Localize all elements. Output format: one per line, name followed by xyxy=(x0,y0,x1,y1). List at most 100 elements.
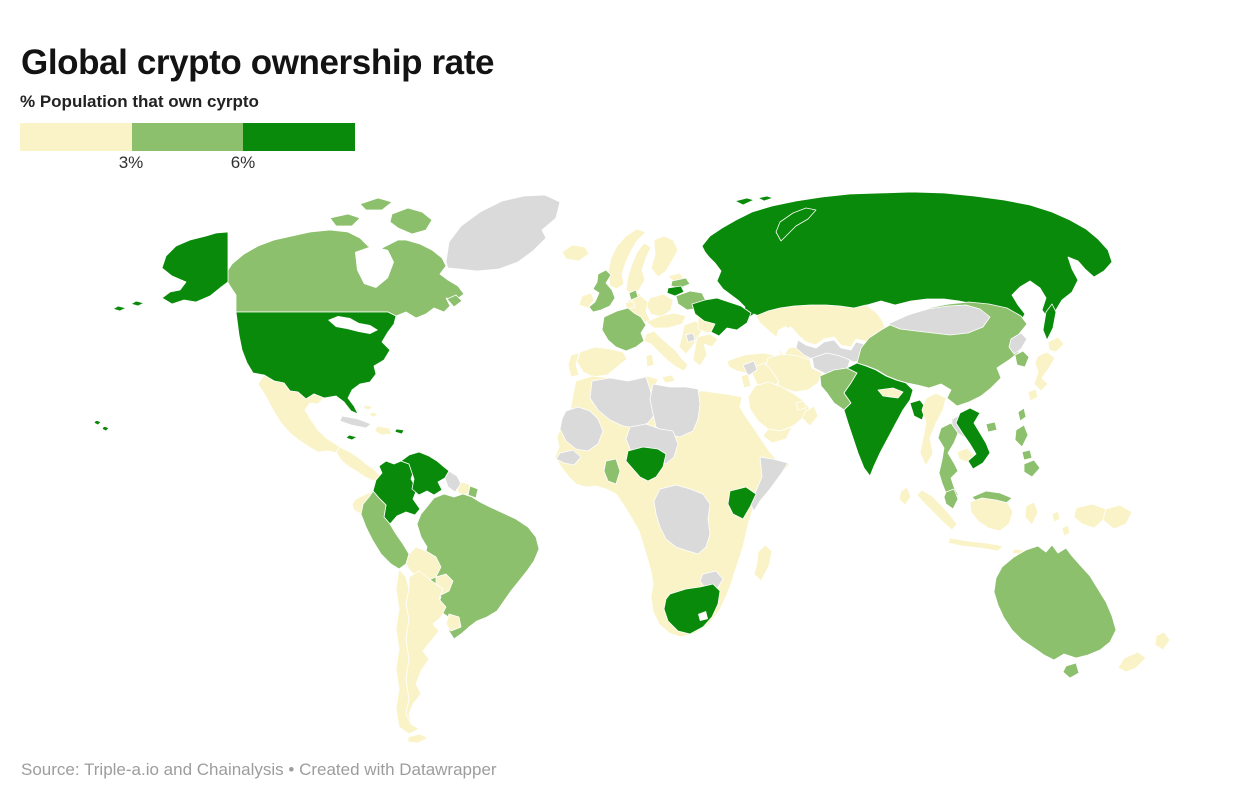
country-indonesia[interactable] xyxy=(969,497,1014,532)
country-nepal[interactable] xyxy=(877,387,904,399)
country-svalbard[interactable] xyxy=(757,195,774,202)
country-french-guiana[interactable] xyxy=(467,485,479,499)
country-canada-baffin[interactable] xyxy=(389,207,433,235)
country-ecuador[interactable] xyxy=(351,490,374,515)
country-syria[interactable] xyxy=(742,360,758,377)
country-vietnam[interactable] xyxy=(955,407,991,470)
legend-swatch-high[interactable] xyxy=(243,123,356,151)
country-new-zealand[interactable] xyxy=(1154,631,1171,651)
country-malaysia[interactable] xyxy=(943,488,959,510)
country-drc[interactable] xyxy=(653,484,711,555)
country-suriname[interactable] xyxy=(456,481,471,497)
country-western-sahara-mauritania[interactable] xyxy=(559,406,604,452)
country-algeria[interactable] xyxy=(589,376,657,429)
country-levant[interactable] xyxy=(740,373,752,389)
legend-swatch-mid[interactable] xyxy=(131,123,244,151)
country-greece-bulgaria[interactable] xyxy=(692,333,719,367)
country-indonesia[interactable] xyxy=(947,537,1004,552)
country-taiwan[interactable] xyxy=(1017,407,1027,422)
country-svalbard[interactable] xyxy=(734,197,755,206)
country-indonesia[interactable] xyxy=(1073,503,1107,529)
country-hawaii[interactable] xyxy=(93,419,102,426)
country-latvia[interactable] xyxy=(670,277,691,289)
country-north-korea[interactable] xyxy=(1008,332,1028,355)
country-philippines[interactable] xyxy=(1014,424,1029,448)
country-japan[interactable] xyxy=(1033,351,1056,392)
country-south-africa[interactable] xyxy=(663,583,721,635)
country-jamaica[interactable] xyxy=(345,434,358,441)
country-novaya-zemlya[interactable] xyxy=(775,207,817,242)
country-belgium[interactable] xyxy=(624,300,636,310)
country-philippines[interactable] xyxy=(1023,459,1041,478)
country-saudi-arabia[interactable] xyxy=(747,381,811,432)
country-south-korea[interactable] xyxy=(1014,350,1030,368)
country-yemen[interactable] xyxy=(762,426,793,444)
legend-swatch-low[interactable] xyxy=(20,123,132,151)
country-portugal[interactable] xyxy=(567,352,580,378)
country-netherlands[interactable] xyxy=(628,289,639,301)
country-indonesia[interactable] xyxy=(1051,510,1061,523)
country-indonesia[interactable] xyxy=(916,489,958,531)
country-lithuania[interactable] xyxy=(666,285,685,297)
country-myanmar[interactable] xyxy=(919,392,947,467)
country-japan[interactable] xyxy=(1027,388,1039,402)
country-sardinia[interactable] xyxy=(645,353,655,368)
country-iceland[interactable] xyxy=(561,244,590,262)
country-hawaii[interactable] xyxy=(101,425,110,432)
country-new-zealand[interactable] xyxy=(1117,651,1147,673)
country-thailand[interactable] xyxy=(937,422,959,503)
country-gulf-states[interactable] xyxy=(795,400,807,411)
country-tasmania[interactable] xyxy=(1062,662,1080,679)
country-puerto-rico[interactable] xyxy=(394,428,405,435)
country-canada[interactable] xyxy=(223,229,465,319)
country-somalia[interactable] xyxy=(749,456,789,512)
country-bahamas[interactable] xyxy=(368,411,379,418)
country-ireland[interactable] xyxy=(578,292,595,309)
country-finland[interactable] xyxy=(650,235,679,278)
country-bahamas[interactable] xyxy=(362,404,374,411)
country-central-america[interactable] xyxy=(335,446,381,482)
country-norway[interactable] xyxy=(607,228,647,290)
country-guyana[interactable] xyxy=(444,470,462,493)
country-hainan[interactable] xyxy=(985,421,998,433)
country-mongolia[interactable] xyxy=(887,304,991,336)
country-nigeria[interactable] xyxy=(625,446,667,482)
country-cuba[interactable] xyxy=(339,415,372,429)
country-alaska[interactable] xyxy=(161,231,229,305)
country-oman[interactable] xyxy=(801,405,819,427)
country-italy[interactable] xyxy=(643,330,689,372)
country-madagascar[interactable] xyxy=(753,544,773,582)
country-poland[interactable] xyxy=(645,293,674,318)
country-tierra-del-fuego[interactable] xyxy=(407,733,429,744)
country-newfoundland[interactable] xyxy=(446,294,463,308)
country-serbia-kosovo[interactable] xyxy=(685,332,696,343)
country-indonesia[interactable] xyxy=(1061,524,1071,537)
country-sicily[interactable] xyxy=(661,374,676,384)
country-aleutian-islands[interactable] xyxy=(130,300,145,307)
country-hispaniola[interactable] xyxy=(374,425,393,436)
country-spain[interactable] xyxy=(576,346,628,378)
country-mexico[interactable] xyxy=(257,374,341,454)
country-united-kingdom[interactable] xyxy=(588,269,616,313)
country-papua-new-guinea[interactable] xyxy=(1102,504,1133,530)
country-aleutian-islands[interactable] xyxy=(112,305,127,312)
country-philippines[interactable] xyxy=(1021,449,1033,461)
country-sakhalin[interactable] xyxy=(1042,303,1057,341)
country-ghana[interactable] xyxy=(603,458,621,485)
country-kenya[interactable] xyxy=(727,486,757,520)
country-indonesia[interactable] xyxy=(1024,501,1039,526)
country-sweden[interactable] xyxy=(625,242,652,296)
country-japan[interactable] xyxy=(1047,336,1065,353)
country-argentina[interactable] xyxy=(405,570,447,725)
country-canada-victoria[interactable] xyxy=(329,213,361,227)
country-libya[interactable] xyxy=(649,383,701,438)
country-ukraine[interactable] xyxy=(691,297,752,337)
country-guinea[interactable] xyxy=(555,449,582,466)
country-central-europe[interactable] xyxy=(645,312,687,329)
country-sri-lanka[interactable] xyxy=(898,486,912,506)
country-canada-ellesmere[interactable] xyxy=(359,197,393,211)
country-france[interactable] xyxy=(601,307,647,352)
country-australia[interactable] xyxy=(993,544,1117,661)
country-uruguay[interactable] xyxy=(445,613,462,632)
country-greenland[interactable] xyxy=(445,194,561,272)
